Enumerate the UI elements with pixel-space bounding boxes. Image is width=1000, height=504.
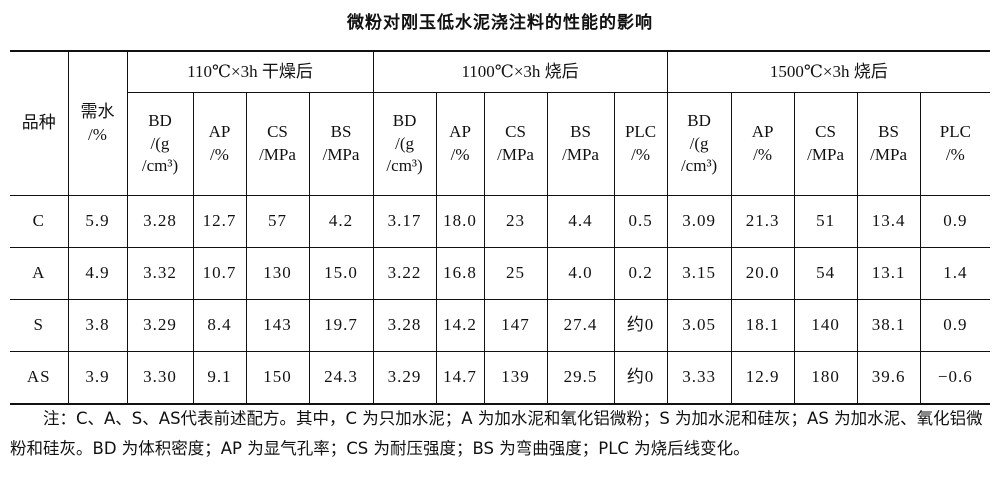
column-header: BD /(g /cm³) [372, 92, 437, 196]
cell: 20.0 [730, 247, 795, 300]
cell: 14.2 [435, 299, 485, 352]
cell: 3.22 [372, 247, 437, 300]
cell: 3.09 [666, 195, 732, 248]
cell: 14.7 [435, 351, 485, 405]
cell: 27.4 [546, 299, 615, 352]
cell: 25 [483, 247, 548, 300]
cell: 18.0 [435, 195, 485, 248]
table-note: 注：C、A、S、AS代表前述配方。其中，C 为只加水泥；A 为加水泥和氧化铝微粉… [10, 409, 983, 458]
cell: 8.4 [192, 299, 247, 352]
cell: 130 [245, 247, 310, 300]
cell: 12.7 [192, 195, 247, 248]
table-body: 品种 需水 /% 110℃×3h 干燥后 1100℃×3h 烧后 1500℃×3h 烧后… [10, 50, 991, 405]
row-label: A [10, 247, 69, 300]
column-header: PLC /% [919, 92, 991, 196]
cell: 约0 [613, 351, 668, 405]
column-header: BD /(g /cm³) [666, 92, 732, 196]
cell: 3.17 [372, 195, 437, 248]
cell: 18.1 [730, 299, 795, 352]
cell: 4.4 [546, 195, 615, 248]
cell: 1.4 [919, 247, 991, 300]
cell: 0.5 [613, 195, 668, 248]
cell: 24.3 [308, 351, 374, 405]
cell: 3.9 [67, 351, 128, 405]
column-header: BD /(g /cm³) [127, 92, 194, 196]
cell: 143 [245, 299, 310, 352]
cell: 54 [793, 247, 858, 300]
table-title: 微粉对刚玉低水泥浇注料的性能的影响 [347, 13, 653, 33]
cell: 13.4 [856, 195, 921, 248]
cell: 21.3 [730, 195, 795, 248]
row-header: 品种 [10, 50, 69, 196]
column-header: CS /MPa [483, 92, 548, 196]
cell: 3.8 [67, 299, 128, 352]
column-header: BS /MPa [856, 92, 921, 196]
data-row: S 3.8 3.29 8.4 143 19.7 3.28 14.2 147 27.4 约0 3.05 1… [10, 299, 991, 352]
cell: 0.9 [919, 299, 991, 352]
cell: 3.30 [126, 351, 194, 405]
cell: 5.9 [67, 195, 128, 248]
column-header: CS /MPa [793, 92, 858, 196]
cell: 4.9 [67, 247, 128, 300]
cell: 12.9 [730, 351, 795, 405]
cell: 39.6 [856, 351, 921, 405]
cell: 3.29 [126, 299, 194, 352]
cell: 23 [483, 195, 548, 248]
cell: 4.2 [308, 195, 374, 248]
data-row: AS 3.9 3.30 9.1 150 24.3 3.29 14.7 139 29.5 约0 3.33… [10, 351, 991, 405]
header-row: 品种 需水 /% 110℃×3h 干燥后 1100℃×3h 烧后 1500℃×3h 烧后 [10, 50, 991, 196]
cell: 57 [245, 195, 310, 248]
row-label: C [10, 195, 69, 248]
column-header: BS /MPa [546, 92, 615, 196]
cell: 29.5 [546, 351, 615, 405]
water-header: 需水 /% [67, 50, 128, 196]
cell: 15.0 [308, 247, 374, 300]
cell: 19.7 [308, 299, 374, 352]
data-row: C 5.9 3.28 12.7 57 4.2 3.17 18.0 23 4.4 0.5 3.09 21.… [10, 195, 991, 248]
column-header: AP /% [192, 92, 247, 196]
column-header: PLC /% [613, 92, 668, 196]
column-header: CS /MPa [245, 92, 310, 196]
cell: 3.33 [666, 351, 732, 405]
cell: 180 [793, 351, 858, 405]
cell: 3.05 [666, 299, 732, 352]
cell: 16.8 [435, 247, 485, 300]
group-header: 110℃×3h 干燥后 [126, 50, 374, 93]
cell: 3.32 [126, 247, 194, 300]
cell: 3.15 [666, 247, 732, 300]
group-header: 1100℃×3h 烧后 [372, 50, 668, 93]
cell: 10.7 [192, 247, 247, 300]
cell: 9.1 [192, 351, 247, 405]
row-label: AS [10, 351, 69, 405]
cell: 13.1 [856, 247, 921, 300]
cell: 140 [793, 299, 858, 352]
cell: 139 [483, 351, 548, 405]
subheader-row: BD /(g /cm³) AP /% CS /MPa BS /MPa BD /(g /c… [10, 92, 991, 196]
row-label: S [10, 299, 69, 352]
column-header: AP /% [435, 92, 485, 196]
cell: 3.28 [372, 299, 437, 352]
data-table: 品种 需水 /% 110℃×3h 干燥后 1100℃×3h 烧后 1500℃×3h 烧后… [10, 50, 991, 405]
cell: 51 [793, 195, 858, 248]
cell: 4.0 [546, 247, 615, 300]
cell: 3.29 [372, 351, 437, 405]
cell: 0.2 [613, 247, 668, 300]
cell: 147 [483, 299, 548, 352]
group-header: 1500℃×3h 烧后 [666, 50, 991, 93]
cell: 0.9 [919, 195, 991, 248]
cell: 3.28 [126, 195, 194, 248]
cell: 150 [245, 351, 310, 405]
column-header: AP /% [730, 92, 795, 196]
column-header: BS /MPa [308, 92, 374, 196]
cell: −0.6 [919, 351, 991, 405]
cell: 约0 [613, 299, 668, 352]
data-row: A 4.9 3.32 10.7 130 15.0 3.22 16.8 25 4.0 0.2 3.15 2… [10, 247, 991, 300]
cell: 38.1 [856, 299, 921, 352]
